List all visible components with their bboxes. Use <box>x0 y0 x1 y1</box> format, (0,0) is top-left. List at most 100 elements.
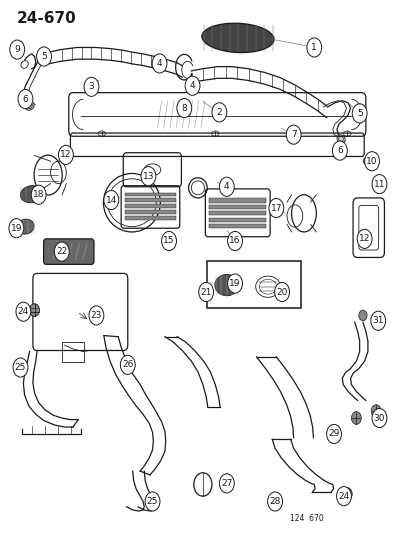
Ellipse shape <box>363 158 370 165</box>
Ellipse shape <box>336 135 344 143</box>
Text: 21: 21 <box>200 287 211 296</box>
Text: 6: 6 <box>23 94 28 103</box>
Text: 24: 24 <box>18 307 29 316</box>
FancyBboxPatch shape <box>209 205 266 209</box>
Text: 4: 4 <box>223 182 229 191</box>
Ellipse shape <box>25 102 34 110</box>
Circle shape <box>9 219 24 238</box>
Ellipse shape <box>20 185 43 203</box>
FancyBboxPatch shape <box>125 192 175 196</box>
Text: 19: 19 <box>11 224 22 233</box>
FancyBboxPatch shape <box>209 224 266 228</box>
Text: 5: 5 <box>41 52 47 61</box>
Circle shape <box>332 141 347 160</box>
Text: 25: 25 <box>147 497 158 506</box>
Circle shape <box>274 282 289 302</box>
FancyBboxPatch shape <box>43 239 94 264</box>
Ellipse shape <box>17 219 34 234</box>
Text: 6: 6 <box>336 146 342 155</box>
FancyBboxPatch shape <box>209 198 266 203</box>
Ellipse shape <box>202 23 273 53</box>
Text: 14: 14 <box>105 196 117 205</box>
Circle shape <box>176 99 191 118</box>
Text: 4: 4 <box>189 81 195 90</box>
Circle shape <box>364 152 379 171</box>
Text: 29: 29 <box>328 430 339 439</box>
Text: 11: 11 <box>373 180 384 189</box>
Ellipse shape <box>214 274 238 296</box>
Text: 7: 7 <box>290 130 296 139</box>
Circle shape <box>326 424 341 443</box>
Text: 3: 3 <box>88 82 94 91</box>
Circle shape <box>10 40 24 59</box>
Circle shape <box>104 190 119 209</box>
Circle shape <box>356 229 371 248</box>
FancyBboxPatch shape <box>209 211 266 215</box>
Circle shape <box>58 146 73 165</box>
Text: 24: 24 <box>337 491 349 500</box>
Text: 20: 20 <box>276 287 287 296</box>
Circle shape <box>227 231 242 251</box>
Circle shape <box>211 103 226 122</box>
Circle shape <box>198 282 213 302</box>
Text: 2: 2 <box>216 108 222 117</box>
Text: 12: 12 <box>60 150 71 159</box>
Text: 8: 8 <box>181 103 187 112</box>
Circle shape <box>18 90 33 109</box>
Circle shape <box>219 177 234 196</box>
Text: 30: 30 <box>373 414 384 423</box>
Text: 26: 26 <box>122 360 133 369</box>
Circle shape <box>161 231 176 251</box>
Circle shape <box>342 488 351 500</box>
Circle shape <box>141 166 155 185</box>
Text: 31: 31 <box>372 316 383 325</box>
Circle shape <box>84 77 99 96</box>
FancyBboxPatch shape <box>125 204 175 208</box>
Circle shape <box>54 242 69 261</box>
Circle shape <box>370 311 385 330</box>
Text: 17: 17 <box>270 204 281 213</box>
Text: 22: 22 <box>56 247 67 256</box>
Circle shape <box>351 411 361 424</box>
Circle shape <box>358 310 366 321</box>
Text: 23: 23 <box>90 311 102 320</box>
Text: 13: 13 <box>142 172 154 181</box>
Text: 9: 9 <box>14 45 20 54</box>
Text: 27: 27 <box>221 479 232 488</box>
Text: 28: 28 <box>269 497 280 506</box>
Text: 10: 10 <box>366 157 377 166</box>
Text: 124  670: 124 670 <box>289 514 323 523</box>
Circle shape <box>16 302 31 321</box>
Circle shape <box>120 356 135 374</box>
Circle shape <box>29 304 39 317</box>
Circle shape <box>185 76 199 95</box>
FancyBboxPatch shape <box>125 210 175 214</box>
Circle shape <box>267 492 282 511</box>
Text: 25: 25 <box>15 363 26 372</box>
FancyBboxPatch shape <box>125 216 175 220</box>
FancyBboxPatch shape <box>209 217 266 222</box>
Circle shape <box>371 408 386 427</box>
Text: 18: 18 <box>33 190 44 199</box>
Circle shape <box>371 174 386 193</box>
Text: 12: 12 <box>358 235 369 244</box>
Circle shape <box>31 185 46 204</box>
Circle shape <box>219 474 234 493</box>
Text: 5: 5 <box>356 109 362 118</box>
FancyBboxPatch shape <box>125 198 175 202</box>
Circle shape <box>36 47 51 66</box>
Text: 4: 4 <box>157 59 162 68</box>
Text: 1: 1 <box>311 43 316 52</box>
Text: 19: 19 <box>229 279 240 288</box>
Circle shape <box>306 38 321 57</box>
Circle shape <box>145 492 159 511</box>
Circle shape <box>268 198 283 217</box>
Circle shape <box>227 274 242 293</box>
Text: 16: 16 <box>229 237 240 246</box>
Circle shape <box>370 405 380 417</box>
Circle shape <box>351 104 366 123</box>
Circle shape <box>13 358 28 377</box>
Circle shape <box>336 487 351 506</box>
Circle shape <box>152 54 166 73</box>
Text: 24-670: 24-670 <box>17 11 77 26</box>
